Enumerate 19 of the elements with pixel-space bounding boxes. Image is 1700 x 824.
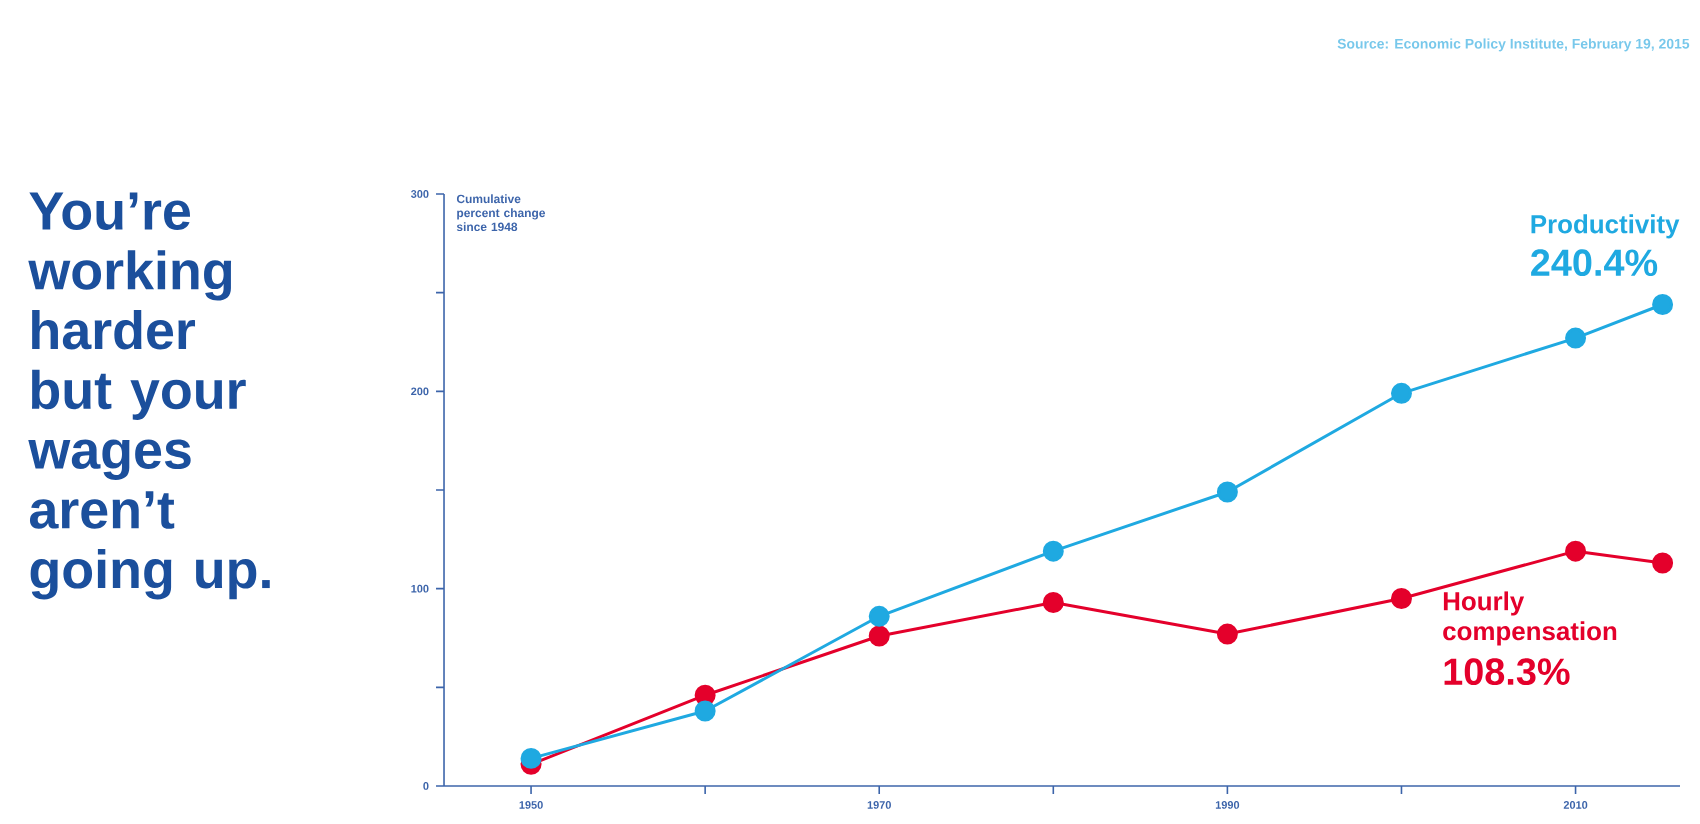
point [1042, 591, 1064, 613]
text: Productivity [1531, 214, 1680, 239]
point [868, 625, 890, 647]
point [1652, 552, 1674, 574]
point [1390, 382, 1412, 404]
annotation: 108.3% [1444, 658, 1570, 686]
point [1565, 540, 1587, 562]
point [520, 747, 542, 769]
point [1390, 588, 1412, 610]
point [868, 605, 890, 627]
annotation: 240.4% [1531, 249, 1658, 277]
point [1652, 294, 1674, 316]
text: You’re working harder but your wages aren’t going up. [28, 192, 270, 600]
point [1565, 327, 1587, 349]
point [694, 700, 716, 722]
point [1216, 481, 1238, 503]
point [1042, 540, 1064, 562]
point [1216, 623, 1238, 645]
series-label: Hourly compensation [1443, 591, 1617, 646]
